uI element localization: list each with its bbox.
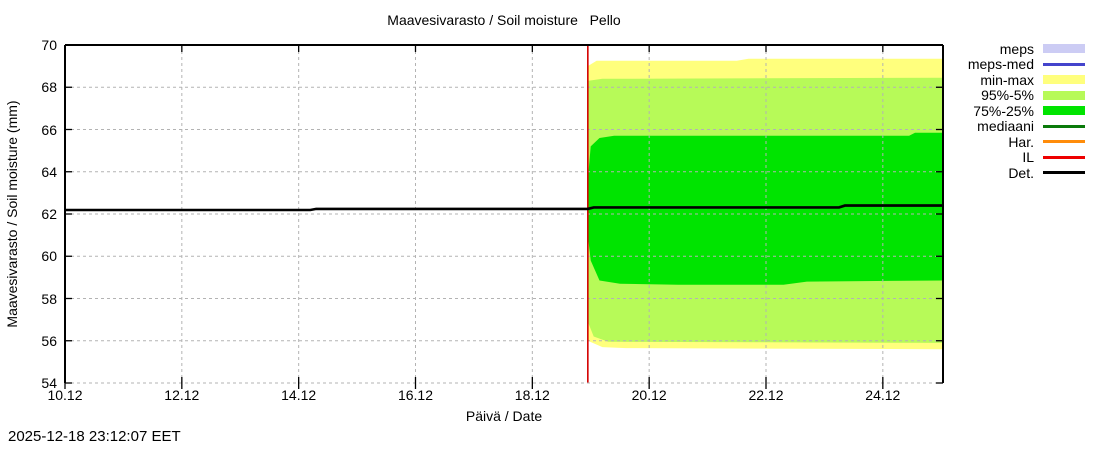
legend-item: IL <box>968 149 1085 166</box>
legend-label: min-max <box>980 71 1034 88</box>
legend-swatch-IL <box>1043 155 1085 159</box>
x-tick-label: 24.12 <box>865 387 901 403</box>
legend-item: 95%-5% <box>968 87 1085 104</box>
legend-swatch-min-max <box>1043 75 1085 85</box>
y-tick-label: 64 <box>41 163 57 180</box>
x-tick-label: 10.12 <box>47 387 83 403</box>
y-tick-label: 54 <box>41 375 57 391</box>
x-axis-label: Päivä / Date <box>465 408 543 424</box>
x-tick-label: 20.12 <box>631 387 667 403</box>
legend-label: Har. <box>1008 133 1034 150</box>
y-tick-label: 56 <box>41 332 57 349</box>
legend-swatch-meps <box>1043 44 1085 54</box>
legend-label: IL <box>1022 149 1034 166</box>
y-tick-label: 60 <box>41 248 57 265</box>
x-tick-label: 16.12 <box>397 387 433 403</box>
legend-item: Det. <box>968 165 1085 181</box>
y-tick-label: 66 <box>41 121 57 138</box>
chart-title: Maavesivarasto / Soil moisture Pello <box>387 12 621 28</box>
y-tick-label: 58 <box>41 290 57 307</box>
plot-timestamp: 2025-12-18 23:12:07 EET <box>8 428 181 445</box>
legend-swatch-95%-5% <box>1043 90 1085 100</box>
legend-label: meps-med <box>967 56 1034 73</box>
y-tick-label: 68 <box>41 79 57 96</box>
legend-label: Det. <box>1008 164 1034 181</box>
legend-label: 75%-25% <box>973 102 1034 119</box>
x-tick-label: 18.12 <box>514 387 550 403</box>
x-tick-label: 14.12 <box>281 387 317 403</box>
legend-item: meps <box>968 41 1085 57</box>
legend-swatch-Det. <box>1043 171 1085 175</box>
x-tick-label: 12.12 <box>164 387 200 403</box>
legend-swatch-Har. <box>1043 140 1085 144</box>
legend-item: min-max <box>968 72 1085 88</box>
legend-label: mediaani <box>977 118 1034 135</box>
x-tick-label: 22.12 <box>748 387 784 403</box>
legend-swatch-meps-med <box>1043 62 1085 66</box>
legend-item: mediaani <box>968 118 1085 135</box>
y-tick-label: 70 <box>41 37 57 53</box>
legend-swatch-mediaani <box>1043 124 1085 128</box>
legend-label: 95%-5% <box>981 87 1034 104</box>
legend-label: meps <box>999 40 1034 57</box>
legend-item: 75%-25% <box>968 103 1085 119</box>
legend-swatch-75%-25% <box>1043 106 1085 116</box>
line-Det. <box>65 204 943 212</box>
legend-item: Har. <box>968 134 1085 150</box>
y-tick-label: 62 <box>41 206 57 222</box>
chart-legend: meps meps-med min-max 95%-5% 75%-25% mediaani… <box>968 41 1085 181</box>
legend-item: meps-med <box>967 56 1085 73</box>
